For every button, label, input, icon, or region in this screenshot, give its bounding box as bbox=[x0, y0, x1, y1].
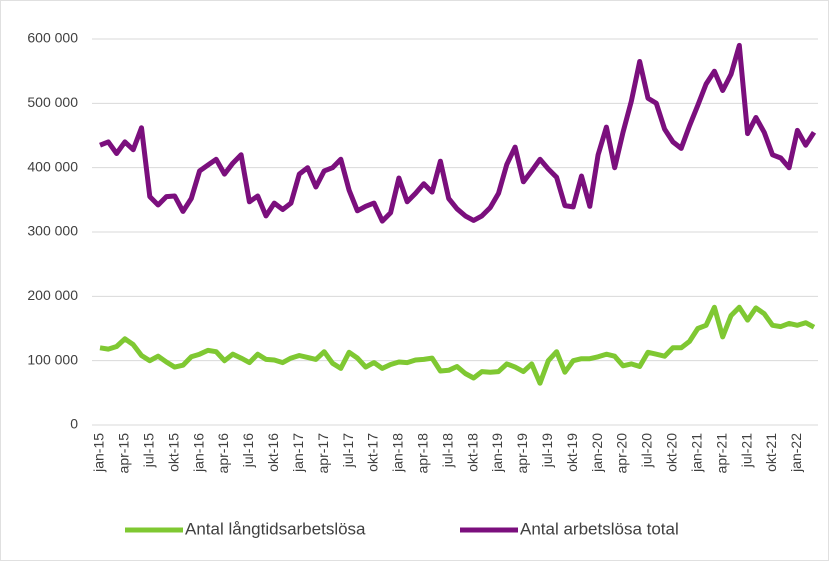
x-tick-label: apr-16 bbox=[215, 433, 231, 474]
x-tick-label: jul-20 bbox=[639, 433, 655, 468]
x-tick-label: jan-19 bbox=[489, 433, 505, 473]
x-tick-label: okt-19 bbox=[564, 433, 580, 472]
x-tick-label: jul-15 bbox=[141, 433, 157, 468]
x-tick-label: jan-20 bbox=[589, 433, 605, 473]
x-tick-label: jan-16 bbox=[190, 433, 206, 473]
y-tick-label: 600 000 bbox=[27, 30, 78, 46]
series-line bbox=[99, 42, 817, 224]
x-tick-label: jan-15 bbox=[91, 433, 107, 473]
x-tick-label: apr-21 bbox=[713, 433, 729, 474]
x-tick-label: okt-16 bbox=[265, 433, 281, 472]
x-tick-label: jan-17 bbox=[290, 433, 306, 473]
y-tick-label: 400 000 bbox=[27, 158, 78, 174]
y-tick-label: 0 bbox=[70, 416, 78, 432]
y-tick-label: 100 000 bbox=[27, 351, 78, 367]
legend-label: Antal arbetslösa total bbox=[520, 519, 679, 538]
x-tick-label: okt-21 bbox=[763, 433, 779, 472]
x-tick-label: apr-18 bbox=[414, 433, 430, 474]
x-tick-label: jul-18 bbox=[439, 433, 455, 468]
x-tick-label: okt-17 bbox=[365, 433, 381, 472]
x-tick-label: jan-21 bbox=[688, 433, 704, 473]
x-tick-label: jan-22 bbox=[788, 433, 804, 473]
y-tick-label: 500 000 bbox=[27, 94, 78, 110]
x-tick-label: jul-16 bbox=[240, 433, 256, 468]
y-tick-label: 200 000 bbox=[27, 287, 78, 303]
x-tick-label: apr-19 bbox=[514, 433, 530, 474]
x-tick-label: jul-21 bbox=[738, 433, 754, 468]
x-tick-label: jul-19 bbox=[539, 433, 555, 468]
x-tick-label: jul-17 bbox=[340, 433, 356, 468]
x-tick-label: okt-15 bbox=[165, 433, 181, 472]
x-tick-label: okt-20 bbox=[664, 433, 680, 472]
legend-label: Antal långtidsarbetslösa bbox=[185, 519, 366, 538]
x-tick-label: apr-20 bbox=[614, 433, 630, 474]
series-line bbox=[99, 304, 816, 386]
y-tick-label: 300 000 bbox=[27, 223, 78, 239]
x-tick-label: apr-17 bbox=[315, 433, 331, 474]
x-tick-label: okt-18 bbox=[464, 433, 480, 472]
x-tick-label: apr-15 bbox=[116, 433, 132, 474]
x-tick-label: jan-18 bbox=[390, 433, 406, 473]
